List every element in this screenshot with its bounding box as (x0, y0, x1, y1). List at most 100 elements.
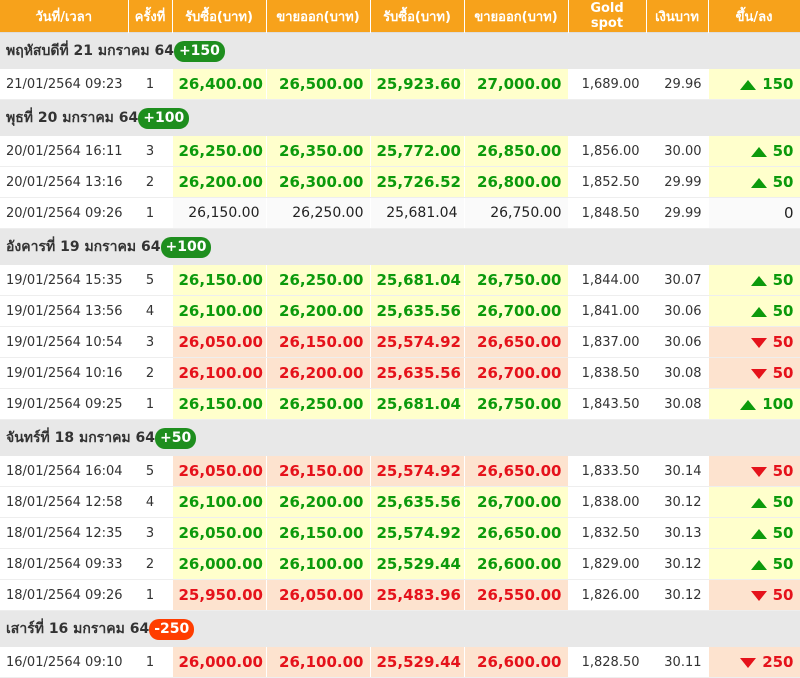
change-value: 50 (772, 142, 794, 160)
change-value: 50 (772, 462, 794, 480)
day-label: พุธที่ 20 มกราคม 64 (6, 110, 139, 126)
change-value: 50 (772, 364, 794, 382)
ornament-sell-cell: 26,750.00 (464, 388, 569, 420)
change-cell: 50 (708, 517, 800, 549)
change-cell: 50 (708, 357, 800, 389)
bar-buy-cell: 26,200.00 (172, 166, 267, 198)
bar-buy-cell: 26,000.00 (172, 647, 267, 678)
change-cell: 50 (708, 326, 800, 358)
bar-sell-cell: 26,150.00 (266, 517, 371, 549)
datetime-cell: 18/01/2564 12:35 (0, 517, 129, 549)
gold-spot-cell: 1,833.50 (568, 456, 647, 487)
change-value: 50 (772, 555, 794, 573)
change-cell: 0 (708, 197, 800, 229)
count-cell: 1 (128, 197, 173, 229)
ornament-sell-cell: 26,600.00 (464, 548, 569, 580)
ornament-buy-cell: 25,681.04 (370, 265, 465, 296)
datetime-cell: 18/01/2564 09:33 (0, 548, 129, 580)
col-header-thb: เงินบาท (646, 0, 709, 33)
count-cell: 5 (128, 456, 173, 487)
ornament-buy-cell: 25,574.92 (370, 456, 465, 487)
change-value: 0 (783, 204, 794, 222)
thb-cell: 30.08 (646, 357, 709, 389)
datetime-cell: 20/01/2564 13:16 (0, 166, 129, 198)
datetime-cell: 20/01/2564 09:26 (0, 197, 129, 229)
datetime-cell: 19/01/2564 15:35 (0, 265, 129, 296)
bar-sell-cell: 26,350.00 (266, 136, 371, 167)
change-value: 50 (772, 333, 794, 351)
price-row: 19/01/2564 10:16 2 26,100.00 26,200.00 25,63… (0, 357, 800, 389)
ornament-buy-cell: 25,483.96 (370, 579, 465, 611)
ornament-sell-cell: 26,750.00 (464, 265, 569, 296)
bar-sell-cell: 26,100.00 (266, 647, 371, 678)
count-cell: 5 (128, 265, 173, 296)
gold-spot-cell: 1,841.00 (568, 295, 647, 327)
ornament-sell-cell: 26,550.00 (464, 579, 569, 611)
count-cell: 3 (128, 326, 173, 358)
bar-sell-cell: 26,150.00 (266, 456, 371, 487)
gold-spot-cell: 1,852.50 (568, 166, 647, 198)
ornament-sell-cell: 26,700.00 (464, 357, 569, 389)
ornament-buy-cell: 25,923.60 (370, 69, 465, 100)
bar-buy-cell: 26,100.00 (172, 357, 267, 389)
thb-cell: 29.99 (646, 197, 709, 229)
price-row: 18/01/2564 09:26 1 25,950.00 26,050.00 25,48… (0, 579, 800, 611)
day-change-badge: +100 (138, 108, 190, 129)
day-group-header: จันทร์ที่ 18 มกราคม 64 +50 (0, 419, 800, 456)
count-cell: 3 (128, 517, 173, 549)
ornament-buy-cell: 25,772.00 (370, 136, 465, 167)
count-cell: 2 (128, 548, 173, 580)
price-row: 20/01/2564 09:26 1 26,150.00 26,250.00 25,68… (0, 197, 800, 229)
day-group-header: พุธที่ 20 มกราคม 64 +100 (0, 99, 800, 136)
change-value: 50 (772, 271, 794, 289)
arrow-down-icon (750, 466, 767, 477)
ornament-buy-cell: 25,726.52 (370, 166, 465, 198)
bar-buy-cell: 26,150.00 (172, 388, 267, 420)
arrow-up-icon (750, 306, 767, 317)
thb-cell: 30.14 (646, 456, 709, 487)
price-row: 20/01/2564 16:11 3 26,250.00 26,350.00 25,77… (0, 136, 800, 167)
count-cell: 1 (128, 579, 173, 611)
price-row: 18/01/2564 12:35 3 26,050.00 26,150.00 25,57… (0, 517, 800, 549)
ornament-sell-cell: 26,850.00 (464, 136, 569, 167)
gold-spot-cell: 1,832.50 (568, 517, 647, 549)
arrow-down-icon (750, 590, 767, 601)
price-row: 16/01/2564 09:10 1 26,000.00 26,100.00 25,52… (0, 647, 800, 678)
change-cell: 50 (708, 486, 800, 518)
bar-sell-cell: 26,050.00 (266, 579, 371, 611)
col-header-ornament-buy: รับซื้อ(บาท) (370, 0, 465, 33)
day-group-header: อังคารที่ 19 มกราคม 64 +100 (0, 228, 800, 265)
price-row: 21/01/2564 09:23 1 26,400.00 26,500.00 25,92… (0, 69, 800, 100)
arrow-up-icon (750, 528, 767, 539)
ornament-sell-cell: 27,000.00 (464, 69, 569, 100)
bar-sell-cell: 26,100.00 (266, 548, 371, 580)
thb-cell: 30.00 (646, 136, 709, 167)
ornament-sell-cell: 26,750.00 (464, 197, 569, 229)
thb-cell: 30.12 (646, 486, 709, 518)
bar-buy-cell: 26,050.00 (172, 517, 267, 549)
arrow-up-icon (750, 146, 767, 157)
bar-sell-cell: 26,200.00 (266, 357, 371, 389)
gold-spot-cell: 1,826.00 (568, 579, 647, 611)
bar-buy-cell: 26,150.00 (172, 265, 267, 296)
day-label: จันทร์ที่ 18 มกราคม 64 (6, 430, 156, 446)
gold-spot-cell: 1,844.00 (568, 265, 647, 296)
price-row: 18/01/2564 16:04 5 26,050.00 26,150.00 25,57… (0, 456, 800, 487)
change-value: 50 (772, 302, 794, 320)
ornament-sell-cell: 26,600.00 (464, 647, 569, 678)
change-cell: 50 (708, 456, 800, 487)
day-change-badge: +100 (160, 237, 212, 258)
gold-spot-cell: 1,856.00 (568, 136, 647, 167)
arrow-up-icon (740, 399, 757, 410)
thb-cell: 29.96 (646, 69, 709, 100)
arrow-down-icon (750, 337, 767, 348)
header-row: วันที่/เวลา ครั้งที่ รับซื้อ(บาท) ขายออก… (0, 0, 800, 33)
bar-sell-cell: 26,250.00 (266, 197, 371, 229)
day-change-badge: -250 (149, 619, 195, 640)
arrow-up-icon (750, 275, 767, 286)
arrow-down-icon (750, 368, 767, 379)
change-value: 150 (762, 75, 794, 93)
datetime-cell: 20/01/2564 16:11 (0, 136, 129, 167)
change-cell: 100 (708, 388, 800, 420)
ornament-sell-cell: 26,650.00 (464, 517, 569, 549)
